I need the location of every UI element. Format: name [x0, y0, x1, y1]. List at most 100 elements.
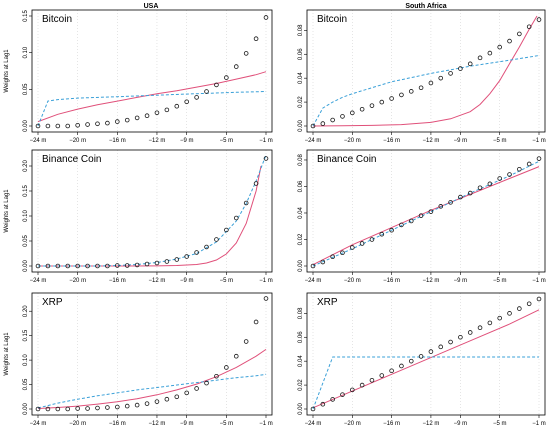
y-tick-label: 0.00: [23, 403, 29, 415]
data-point: [95, 263, 100, 269]
data-point: [477, 185, 483, 191]
data-point: [243, 51, 249, 56]
data-point: [85, 122, 90, 127]
series-solid-line: [38, 165, 262, 267]
y-tick-label: 0.08: [298, 24, 304, 36]
data-point: [526, 24, 532, 30]
data-point: [55, 123, 61, 129]
data-point: [263, 15, 269, 20]
panel-title: Bitcoin: [42, 14, 72, 25]
x-tick-label: −16 m: [109, 278, 126, 284]
data-point: [330, 117, 335, 123]
panel-south-africa-binance-coin: −24 m −20 m −16 m −12 m −9 m −5 m −1 m 0.00 0.02…: [298, 149, 546, 284]
data-point: [253, 181, 259, 186]
series-solid-line: [37, 348, 267, 409]
data-point: [134, 115, 140, 121]
y-tick-label: 0.15: [23, 329, 29, 341]
y-tick-label: 0.10: [23, 46, 29, 58]
y-tick-label: 0.02: [298, 379, 304, 391]
data-point: [399, 92, 404, 98]
data-point: [65, 406, 71, 412]
data-point: [204, 89, 209, 94]
x-tick-label: −20 m: [344, 278, 361, 284]
data-point: [124, 403, 130, 409]
y-axis-label: Weights at Lag1: [4, 49, 10, 93]
data-point: [467, 330, 473, 335]
data-point: [517, 306, 522, 311]
y-axis-label: Weights at Lag1: [4, 332, 10, 376]
data-point: [438, 344, 444, 350]
data-point: [320, 401, 326, 407]
x-tick-label: −24 m: [30, 421, 47, 427]
data-point: [497, 315, 502, 321]
x-tick-label: −20 m: [344, 421, 361, 427]
data-point: [330, 397, 335, 402]
data-point: [340, 392, 345, 397]
panel-frame: [306, 292, 546, 416]
series-solid-line: [37, 71, 267, 123]
data-point: [359, 241, 365, 246]
y-tick-label: 0.06: [298, 48, 304, 60]
data-point: [369, 237, 375, 242]
data-point: [174, 394, 180, 400]
data-point: [477, 325, 483, 330]
data-point: [224, 75, 229, 80]
x-tick-label: −12 m: [422, 421, 439, 427]
data-point: [55, 406, 61, 412]
x-tick-label: −1 m: [259, 421, 273, 427]
series-dashed-line: [312, 55, 540, 127]
data-point: [105, 120, 110, 126]
data-point: [194, 250, 199, 255]
y-tick-label: 0.00: [298, 260, 304, 272]
data-point: [204, 244, 209, 250]
data-point: [65, 123, 71, 129]
y-tick-label: 0.20: [23, 160, 29, 172]
x-tick-label: −1 m: [259, 138, 273, 144]
x-tick-label: −16 m: [383, 278, 400, 284]
data-point: [379, 231, 385, 237]
data-point: [330, 254, 335, 260]
panel-frame: [306, 149, 546, 273]
x-tick-label: −24 m: [305, 138, 322, 144]
data-point: [85, 406, 90, 411]
x-tick-label: −24 m: [305, 421, 322, 427]
x-tick-label: −24 m: [30, 278, 47, 284]
data-point: [75, 406, 80, 411]
data-point: [428, 80, 434, 86]
data-point: [310, 406, 316, 412]
data-point: [487, 50, 493, 56]
data-point: [95, 121, 100, 127]
y-tick-label: 0.04: [298, 206, 304, 218]
data-point: [438, 204, 444, 209]
data-point: [243, 200, 249, 206]
plot-area: [310, 15, 542, 129]
x-tick-label: −20 m: [69, 278, 86, 284]
data-point: [95, 405, 100, 411]
data-point: [526, 301, 532, 307]
data-point: [517, 166, 522, 172]
x-tick-label: −1 m: [259, 278, 273, 284]
x-tick-label: −9 m: [180, 278, 194, 284]
data-point: [458, 194, 463, 200]
y-tick-label: 0.00: [23, 260, 29, 272]
data-point: [154, 260, 160, 266]
data-point: [418, 213, 424, 218]
data-point: [233, 215, 239, 221]
data-point: [35, 406, 41, 412]
x-tick-label: −5 m: [220, 278, 234, 284]
data-point: [458, 66, 463, 71]
data-point: [350, 245, 355, 250]
data-point: [253, 36, 259, 42]
x-tick-label: −12 m: [422, 278, 439, 284]
data-point: [379, 99, 385, 105]
data-point: [408, 358, 414, 364]
data-point: [448, 71, 453, 76]
data-point: [105, 405, 110, 410]
data-point: [174, 257, 180, 262]
series-dashed-line: [37, 91, 267, 127]
x-tick-label: −1 m: [532, 138, 546, 144]
data-point: [526, 161, 532, 167]
panel-usa-bitcoin: −24 m −20 m −16 m −12 m −9 m −5 m −1 m 0.00 0.05…: [4, 10, 273, 144]
y-tick-label: 0.06: [298, 331, 304, 343]
